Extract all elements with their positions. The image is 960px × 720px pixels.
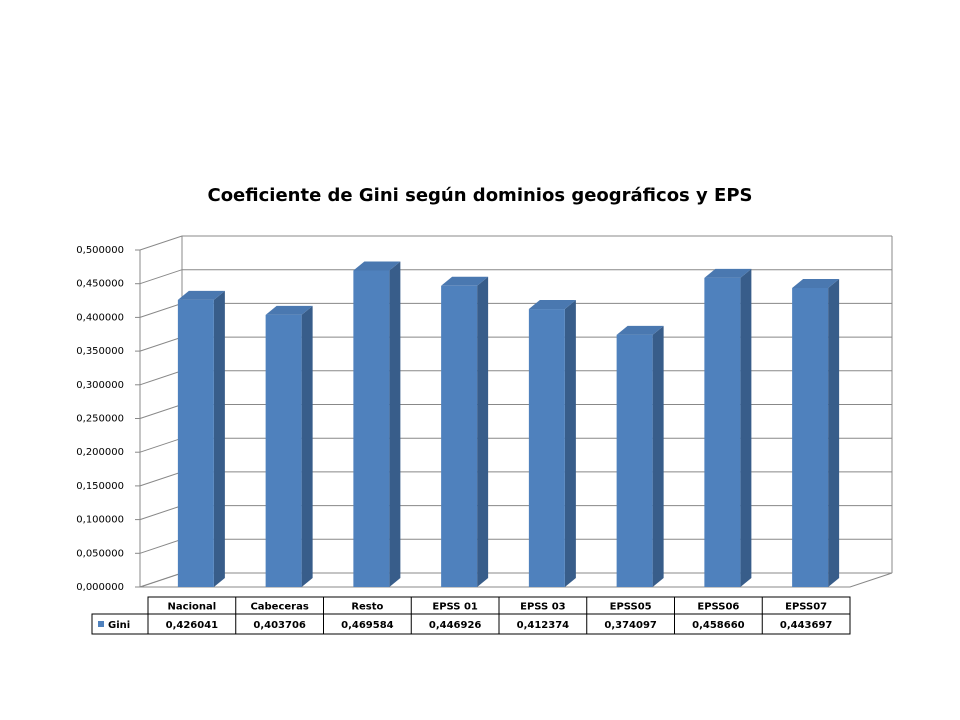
bar-top [792,278,840,288]
bar-top [441,276,489,286]
grid-line [139,437,892,453]
bar-side [213,290,225,587]
data-label: 0,426041 [166,620,219,631]
data-label: 0,469584 [341,620,394,631]
bar-side [564,300,576,587]
data-label: 0,446926 [429,620,482,631]
x-tick-label: EPSS 01 [432,602,478,613]
bar [792,287,829,587]
bar [704,277,741,587]
bar [441,285,478,587]
grid-line [139,302,892,318]
grid-line [139,538,892,554]
data-label: 0,374097 [604,620,657,631]
bar [177,299,214,587]
x-tick-label: EPSS06 [697,602,739,613]
y-tick-label: 0,500000 [76,245,124,256]
bar-side [389,261,401,587]
x-tick-label: EPSS05 [610,602,652,613]
x-tick-label: Cabeceras [250,602,308,613]
y-tick-label: 0,250000 [76,414,124,425]
bar-top [353,261,401,271]
bar-top [704,268,752,278]
x-tick-label: EPSS 03 [520,602,566,613]
legend-swatch [98,621,104,627]
data-label: 0,443697 [780,620,833,631]
grid-line [139,336,892,352]
bar-side [828,278,840,587]
y-tick-label: 0,100000 [76,515,124,526]
y-tick-label: 0,150000 [76,481,124,492]
legend-label: Gini [108,620,130,631]
data-label: 0,403706 [253,620,306,631]
x-tick-label: Resto [351,602,383,613]
bar-top [265,305,313,315]
bar-side [301,305,313,587]
grid-line [139,505,892,521]
x-tick-label: Nacional [168,602,217,613]
bar-top [616,325,664,335]
chart-title: Coeficiente de Gini según dominios geogr… [207,185,752,206]
bar-side [477,276,489,587]
grid-line [139,269,892,285]
bar-top [177,290,225,300]
bar-top [528,300,576,310]
y-tick-label: 0,400000 [76,312,124,323]
y-tick-label: 0,000000 [76,582,124,593]
y-tick-label: 0,300000 [76,380,124,391]
x-tick-label: EPSS07 [785,602,827,613]
bar [616,334,653,587]
grid-line [139,471,892,487]
bar [265,314,302,587]
bar-side [652,325,664,587]
floor [139,572,893,588]
grid-line [139,235,892,251]
bar [353,270,390,587]
grid-line [139,370,892,386]
bar [528,309,565,587]
y-tick-label: 0,450000 [76,279,124,290]
grid-line [139,572,892,588]
bar-side [740,268,752,587]
grid-line [139,404,892,419]
y-tick-label: 0,200000 [76,447,124,458]
data-label: 0,412374 [517,620,570,631]
data-label: 0,458660 [692,620,745,631]
y-tick-label: 0,050000 [76,548,124,559]
y-tick-label: 0,350000 [76,346,124,357]
